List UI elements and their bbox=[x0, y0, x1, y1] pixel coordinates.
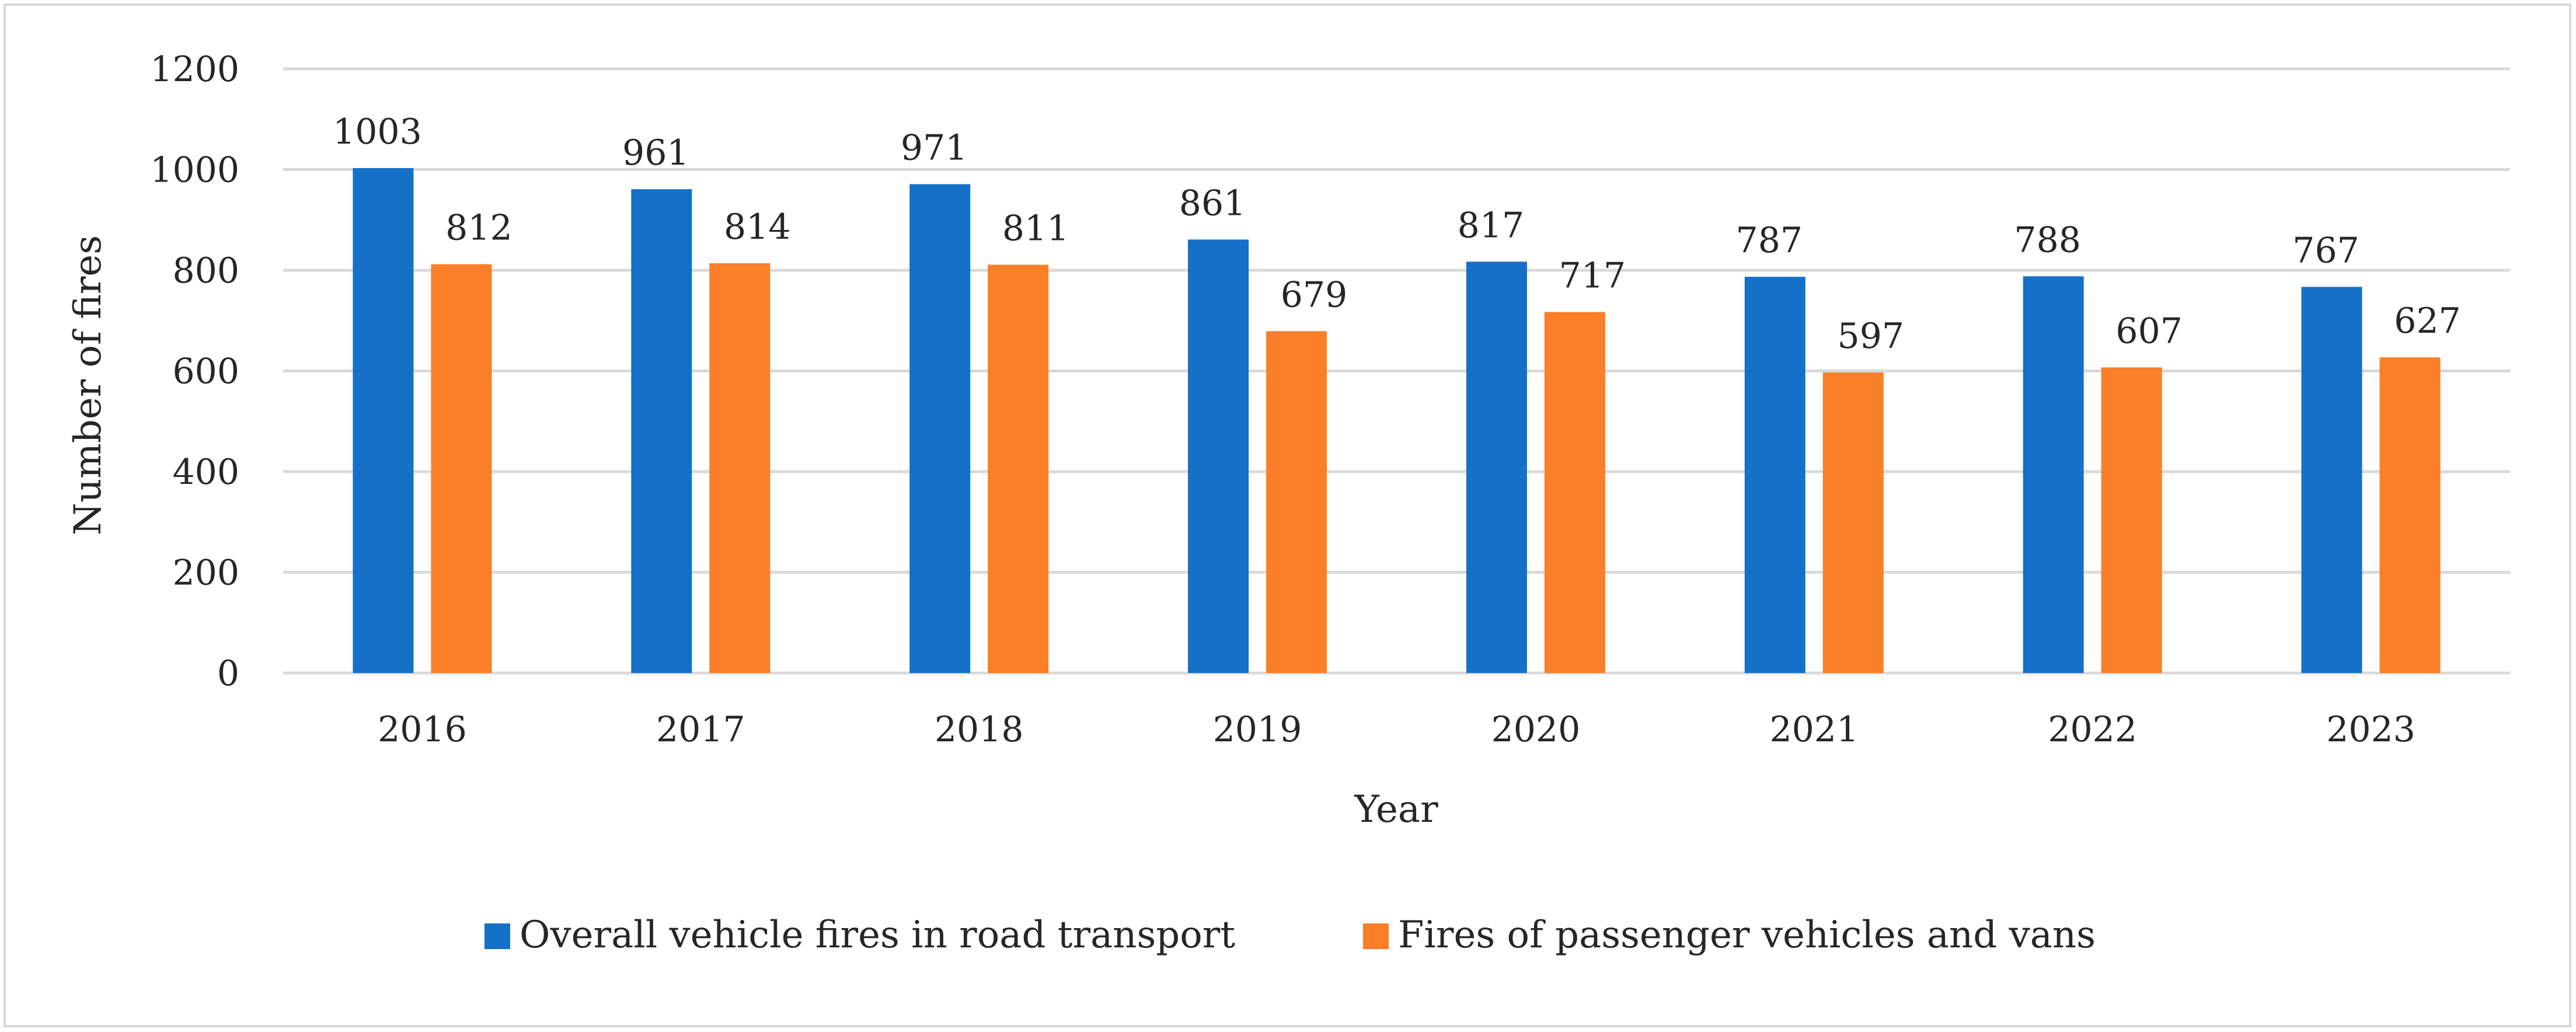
bar-passenger bbox=[2101, 367, 2162, 673]
y-tick-label: 800 bbox=[172, 250, 239, 291]
bar-overall bbox=[353, 168, 414, 674]
bar-overall bbox=[2023, 276, 2084, 674]
data-label-passenger: 627 bbox=[2394, 301, 2461, 341]
bars bbox=[353, 168, 2441, 674]
x-tick-label: 2022 bbox=[2048, 709, 2137, 750]
y-tick-label: 1200 bbox=[150, 49, 239, 90]
data-label-passenger: 812 bbox=[445, 208, 513, 249]
bar-overall bbox=[909, 184, 971, 673]
y-axis-title: Number of fires bbox=[67, 235, 110, 535]
data-labels: 1003 812 961 814 971 811 861 679 817 717 787 597 788… bbox=[333, 111, 2461, 357]
legend-label-passenger: Fires of passenger vehicles and vans bbox=[1398, 914, 2096, 957]
bar-passenger bbox=[988, 264, 1049, 673]
data-label-overall: 788 bbox=[2014, 219, 2081, 260]
x-tick-label: 2016 bbox=[378, 709, 467, 750]
x-tick-label: 2020 bbox=[1491, 709, 1581, 750]
bar-overall bbox=[1744, 277, 1805, 673]
y-tick-label: 200 bbox=[172, 553, 239, 594]
gridlines bbox=[283, 67, 2510, 675]
data-label-passenger: 607 bbox=[2115, 311, 2183, 351]
data-label-overall: 971 bbox=[901, 128, 968, 169]
data-label-passenger: 679 bbox=[1281, 274, 1348, 315]
y-tick-label: 600 bbox=[172, 351, 239, 392]
bar-overall bbox=[1466, 262, 1527, 673]
y-tick-label: 0 bbox=[217, 653, 239, 694]
x-axis-ticks: 2016 2017 2018 2019 2020 2021 2022 2023 bbox=[378, 709, 2415, 750]
x-tick-label: 2019 bbox=[1213, 709, 1302, 750]
data-label-passenger: 597 bbox=[1838, 316, 1905, 357]
data-label-overall: 817 bbox=[1458, 205, 1525, 246]
bar-passenger bbox=[1822, 372, 1884, 673]
bar-passenger bbox=[709, 263, 771, 673]
data-label-overall: 861 bbox=[1179, 183, 1246, 224]
legend: Overall vehicle fires in road transport … bbox=[484, 914, 2096, 957]
data-label-overall: 787 bbox=[1736, 220, 1803, 261]
data-label-overall: 961 bbox=[622, 133, 689, 173]
data-label-passenger: 717 bbox=[1559, 256, 1626, 297]
data-label-overall: 1003 bbox=[333, 111, 422, 152]
legend-label-overall: Overall vehicle fires in road transport bbox=[520, 914, 1235, 957]
y-tick-label: 400 bbox=[172, 452, 239, 493]
x-tick-label: 2018 bbox=[935, 709, 1024, 750]
bar-passenger bbox=[2379, 357, 2441, 673]
data-label-passenger: 811 bbox=[1002, 208, 1069, 249]
x-axis-title: Year bbox=[1354, 788, 1438, 831]
x-tick-label: 2023 bbox=[2326, 709, 2415, 750]
x-tick-label: 2017 bbox=[656, 709, 745, 750]
legend-swatch-passenger bbox=[1363, 923, 1389, 949]
y-axis-ticks: 0 200 400 600 800 1000 1200 bbox=[150, 49, 239, 694]
x-tick-label: 2021 bbox=[1769, 709, 1859, 750]
data-label-passenger: 814 bbox=[724, 207, 791, 247]
bar-overall bbox=[631, 189, 692, 673]
bar-overall bbox=[2301, 287, 2362, 673]
bar-passenger bbox=[431, 264, 492, 673]
bar-passenger bbox=[1544, 312, 1605, 673]
data-label-overall: 767 bbox=[2292, 230, 2359, 271]
bar-overall bbox=[1188, 239, 1249, 673]
y-tick-label: 1000 bbox=[150, 150, 239, 191]
legend-swatch-overall bbox=[484, 923, 510, 949]
bar-passenger bbox=[1266, 331, 1327, 673]
